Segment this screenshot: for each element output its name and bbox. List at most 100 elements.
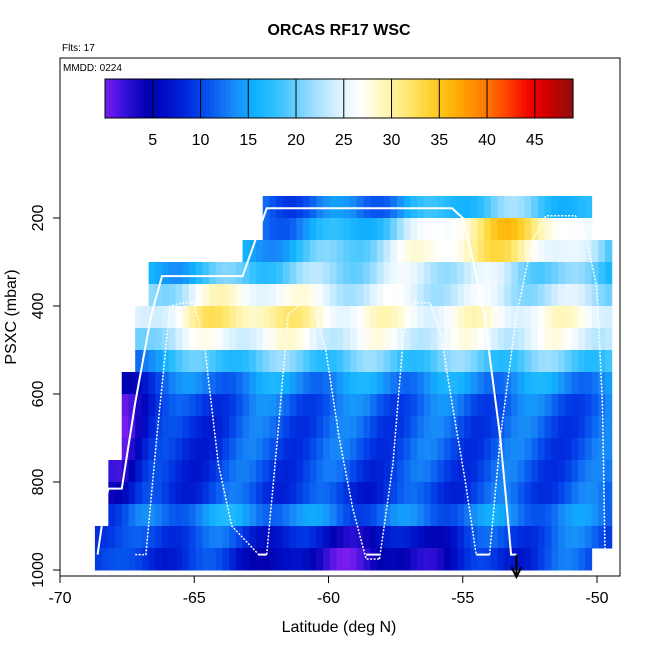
heatmap-cell <box>135 306 143 329</box>
heatmap-cell <box>423 240 432 263</box>
heatmap-cell <box>309 262 317 285</box>
heatmap-cell <box>349 372 358 395</box>
colorbar-segment <box>432 79 438 118</box>
heatmap-cell <box>417 460 425 483</box>
heatmap-cell <box>195 504 203 527</box>
heatmap-cell <box>477 394 485 417</box>
heatmap-cell <box>551 526 559 549</box>
heatmap-cell <box>222 328 230 351</box>
colorbar-segment <box>530 79 535 118</box>
heatmap-cell <box>376 460 385 483</box>
heatmap-cell <box>309 526 317 549</box>
colorbar-segment <box>128 79 133 118</box>
x-tick-label: -60 <box>317 590 340 607</box>
heatmap-cell <box>450 394 458 417</box>
heatmap-cell <box>215 284 223 307</box>
heatmap-cell <box>215 262 223 285</box>
heatmap-cell <box>188 548 197 571</box>
heatmap-cell <box>148 460 156 483</box>
heatmap-cell <box>121 394 129 417</box>
heatmap-cell <box>269 416 277 439</box>
heatmap-cell <box>544 240 552 263</box>
heatmap-cell <box>316 394 324 417</box>
heatmap-cell <box>141 416 150 439</box>
heatmap-cell <box>316 548 324 571</box>
heatmap-cell <box>202 328 210 351</box>
x-tick-label: -50 <box>585 590 608 607</box>
colorbar-segment <box>183 79 188 118</box>
heatmap-cell <box>578 240 586 263</box>
heatmap-cell <box>376 394 385 417</box>
heatmap-cell <box>215 504 223 527</box>
heatmap-cell <box>309 240 317 263</box>
heatmap-cell <box>349 306 358 329</box>
heatmap-cell <box>195 394 203 417</box>
heatmap-cell <box>289 460 297 483</box>
heatmap-cell <box>276 460 284 483</box>
heatmap-cell <box>302 240 311 263</box>
heatmap-cell <box>182 416 190 439</box>
heatmap-cell <box>524 262 532 285</box>
heatmap-cell <box>578 306 586 329</box>
heatmap-cell <box>423 548 432 571</box>
colorbar-tick-label: 10 <box>192 132 210 149</box>
colorbar-tick-label: 5 <box>148 132 157 149</box>
heatmap-cell <box>363 394 371 417</box>
heatmap-cell <box>302 482 311 505</box>
heatmap-cell <box>323 240 331 263</box>
heatmap-cell <box>511 394 519 417</box>
heatmap-cell <box>571 350 579 373</box>
heatmap-cell <box>356 350 364 373</box>
heatmap-cell <box>135 504 143 527</box>
heatmap-cell <box>175 350 183 373</box>
heatmap-cell <box>249 504 257 527</box>
heatmap-cell <box>195 460 203 483</box>
colorbar-segment <box>327 79 332 118</box>
heatmap-cell <box>470 240 479 263</box>
heatmap-cell <box>202 372 210 395</box>
heatmap-cell <box>202 482 210 505</box>
heatmap-cell <box>517 438 525 461</box>
heatmap-cell <box>551 240 559 263</box>
heatmap-cell <box>591 482 599 505</box>
heatmap-cell <box>457 548 465 571</box>
heatmap-cell <box>121 526 129 549</box>
heatmap-cell <box>115 460 123 483</box>
heatmap-cell <box>276 306 284 329</box>
heatmap-cell <box>537 548 546 571</box>
heatmap-cell <box>256 482 264 505</box>
heatmap-cell <box>430 350 438 373</box>
heatmap-cell <box>450 240 458 263</box>
heatmap-cell <box>537 504 546 527</box>
heatmap-cell <box>490 350 499 373</box>
heatmap-cell <box>356 394 364 417</box>
heatmap-cell <box>470 504 479 527</box>
heatmap-cell <box>336 416 344 439</box>
heatmap-cell <box>323 372 331 395</box>
heatmap-cell <box>584 394 593 417</box>
heatmap-cell <box>544 438 552 461</box>
heatmap-cell <box>356 482 364 505</box>
heatmap-cell <box>188 504 197 527</box>
heatmap-cell <box>544 416 552 439</box>
heatmap-cell <box>370 196 378 219</box>
heatmap-cell <box>182 438 190 461</box>
heatmap-cell <box>551 438 559 461</box>
heatmap-cell <box>430 306 438 329</box>
heatmap-cell <box>309 460 317 483</box>
heatmap-cell <box>484 262 492 285</box>
heatmap-cell <box>296 306 304 329</box>
heatmap-cell <box>464 196 472 219</box>
heatmap-cell <box>558 482 566 505</box>
heatmap-cell <box>349 548 358 571</box>
heatmap-cell <box>517 196 525 219</box>
heatmap-cell <box>396 394 405 417</box>
heatmap-cell <box>162 306 170 329</box>
heatmap-cell <box>269 262 277 285</box>
heatmap-cell <box>336 240 344 263</box>
heatmap-cell <box>564 328 572 351</box>
heatmap-cell <box>450 416 458 439</box>
heatmap-cell <box>450 350 458 373</box>
flight-track-profile <box>488 215 614 556</box>
heatmap-cell <box>464 262 472 285</box>
